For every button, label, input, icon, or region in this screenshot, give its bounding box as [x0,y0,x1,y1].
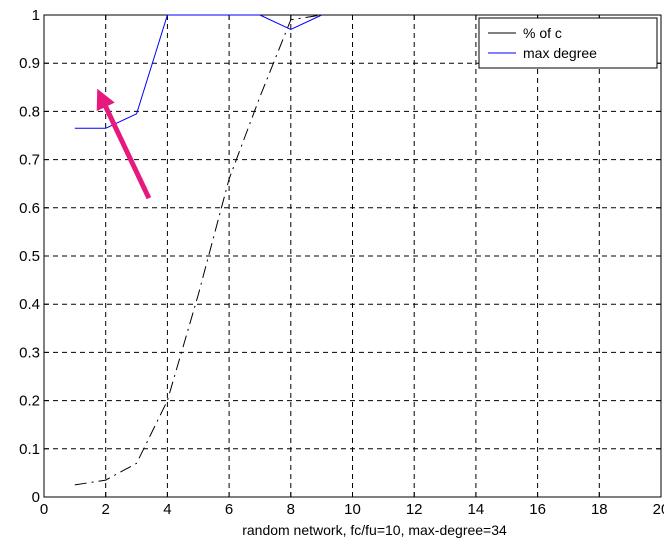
legend-box [478,17,658,69]
series-layer [74,14,322,486]
x-tick-label: 12 [406,501,423,518]
annotation-arrow [96,88,152,200]
y-tick-label: 0.9 [19,55,40,72]
y-tick-label: 1 [32,7,40,24]
y-tick-label: 0.8 [19,103,40,120]
x-tick-label: 14 [468,501,485,518]
x-tick-label: 8 [287,501,295,518]
y-tick-label: 0.3 [19,344,40,361]
y-tick-label: 0.2 [19,393,40,410]
x-tick-label: 2 [102,501,110,518]
y-tick-label: 0.4 [19,296,40,313]
y-tick-label: 0.5 [19,248,40,265]
x-tick-label: 4 [163,501,171,518]
grid-layer [44,15,661,497]
legend: % of c max degree [478,17,658,69]
y-tick-label: 0.6 [19,200,40,217]
legend-label: max degree [523,45,597,61]
annotation-layer [96,88,152,200]
tick-layer: 0 2 4 6 8 10 12 14 16 18 20 0 0.1 0.2 0.3 0.4 0.5 0.6 0.7 0… [19,7,664,518]
x-tick-label: 18 [591,501,608,518]
x-tick-label: 20 [653,501,664,518]
y-tick-label: 0.7 [19,152,40,169]
series-line-pct-of-c [74,14,322,486]
y-tick-label: 0.1 [19,441,40,458]
x-tick-label: 6 [225,501,233,518]
y-tick-label: 0 [32,489,40,506]
x-tick-label: 0 [40,501,48,518]
x-tick-label: 10 [344,501,361,518]
x-tick-label: 16 [529,501,546,518]
legend-label: % of c [523,25,562,41]
x-axis-title: random network, fc/fu=10, max-degree=34 [242,522,507,538]
